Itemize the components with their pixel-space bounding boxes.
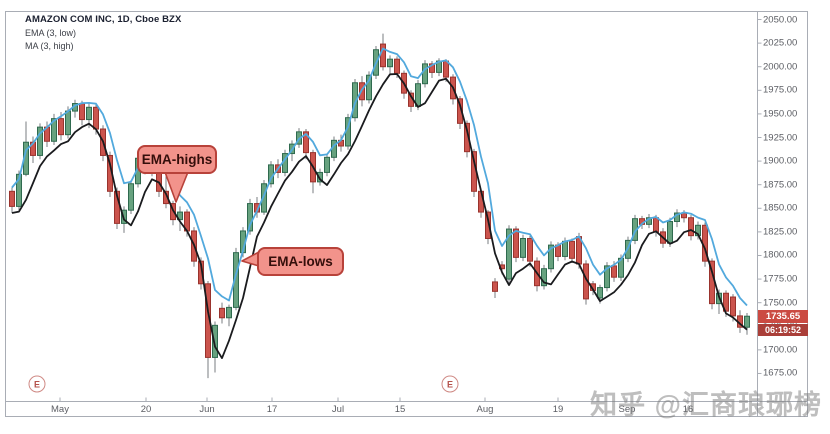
price-tick-label: 1675.00 — [763, 367, 798, 379]
price-tick-label: 1850.00 — [763, 202, 798, 214]
candle-body[interactable] — [79, 103, 85, 121]
candle-body[interactable] — [261, 183, 267, 213]
price-tick-label: 1975.00 — [763, 84, 798, 96]
time-tick-label: Jul — [331, 404, 345, 415]
time-tick-label: 16 — [682, 404, 694, 415]
symbol-title[interactable]: AMAZON COM INC, 1D, Cboe BZX — [25, 14, 182, 25]
candle-body[interactable] — [611, 265, 617, 278]
candle-body[interactable] — [443, 60, 449, 78]
candle-body[interactable] — [324, 156, 330, 173]
price-tick-label: 1700.00 — [763, 344, 798, 356]
candle-body[interactable] — [93, 106, 99, 130]
candle-body[interactable] — [394, 58, 400, 74]
chart-frame — [5, 11, 808, 417]
candle-body[interactable] — [219, 307, 225, 319]
candle-body[interactable] — [226, 306, 232, 319]
price-tick-label: 1800.00 — [763, 249, 798, 261]
chart-legend: AMAZON COM INC, 1D, Cboe BZX EMA (3, low… — [25, 15, 181, 51]
candle-body[interactable] — [86, 106, 92, 121]
price-tick-label: 2000.00 — [763, 60, 798, 72]
candle-body[interactable] — [303, 131, 309, 154]
candle-body[interactable] — [527, 237, 533, 262]
candle-body[interactable] — [58, 118, 64, 136]
candle-body[interactable] — [128, 183, 134, 211]
ma-high-line[interactable] — [11, 73, 748, 360]
candle-body[interactable] — [520, 237, 526, 258]
candle-body[interactable] — [317, 171, 323, 183]
callout-ema-lows[interactable]: EMA-lows — [257, 247, 344, 276]
candle-body[interactable] — [744, 315, 750, 328]
price-tick-label: 1900.00 — [763, 155, 798, 167]
time-tick-label: 17 — [266, 404, 278, 415]
candle-body[interactable] — [387, 58, 393, 68]
price-tick-label: 2050.00 — [763, 13, 798, 25]
earnings-marker[interactable]: E — [441, 375, 459, 393]
callout-ema-highs[interactable]: EMA-highs — [137, 145, 217, 174]
price-tick-label: 1925.00 — [763, 131, 798, 143]
indicator-ma-label[interactable]: MA (3, high) — [25, 40, 74, 51]
candle-body[interactable] — [548, 244, 554, 270]
candle-body[interactable] — [513, 228, 519, 258]
price-tick-label: 1875.00 — [763, 178, 798, 190]
time-tick-label: 19 — [552, 404, 564, 415]
price-tick-label: 2025.00 — [763, 37, 798, 49]
last-price-badge: 1735.65 — [758, 309, 808, 323]
candle-body[interactable] — [233, 252, 239, 308]
candle-body[interactable] — [429, 63, 435, 73]
candle-body[interactable] — [485, 211, 491, 239]
time-tick-label: Sep — [618, 404, 636, 415]
bar-countdown-badge: 06:19:52 — [758, 323, 808, 336]
watermark: 知乎 @汇商琅琊榜 — [590, 390, 822, 420]
candle-body[interactable] — [604, 265, 610, 289]
candle-body[interactable] — [198, 260, 204, 285]
candle-body[interactable] — [366, 74, 372, 101]
candle-body[interactable] — [688, 217, 694, 237]
time-tick-label: May — [51, 404, 69, 415]
candle-body[interactable] — [492, 281, 498, 292]
candle-body[interactable] — [65, 110, 71, 136]
time-tick-label: Aug — [476, 404, 494, 415]
candle-body[interactable] — [730, 296, 736, 317]
price-tick-label: 1750.00 — [763, 296, 798, 308]
candle-body[interactable] — [51, 118, 57, 142]
price-tick-label: 1825.00 — [763, 226, 798, 238]
time-tick-label: 15 — [394, 404, 406, 415]
candle-body[interactable] — [9, 190, 15, 207]
candle-body[interactable] — [597, 287, 603, 299]
indicator-ema-label[interactable]: EMA (3, low) — [25, 27, 77, 38]
candle-body[interactable] — [16, 173, 22, 207]
candle-body[interactable] — [562, 240, 568, 257]
candle-body[interactable] — [653, 217, 659, 233]
candle-body[interactable] — [380, 43, 386, 68]
time-tick-label: Jun — [199, 404, 215, 415]
candle-body[interactable] — [37, 126, 43, 156]
ema-low-line[interactable] — [11, 47, 748, 307]
candle-body[interactable] — [667, 221, 673, 244]
time-tick-label: 20 — [140, 404, 152, 415]
candle-body[interactable] — [352, 82, 358, 119]
candle-body[interactable] — [541, 268, 547, 287]
price-tick-label: 1950.00 — [763, 108, 798, 120]
candle-body[interactable] — [212, 324, 218, 358]
candle-body[interactable] — [506, 228, 512, 280]
candle-body[interactable] — [569, 240, 575, 259]
candle-body[interactable] — [247, 203, 253, 232]
candle-body[interactable] — [422, 63, 428, 85]
earnings-marker[interactable]: E — [28, 375, 46, 393]
price-tick-label: 1775.00 — [763, 273, 798, 285]
